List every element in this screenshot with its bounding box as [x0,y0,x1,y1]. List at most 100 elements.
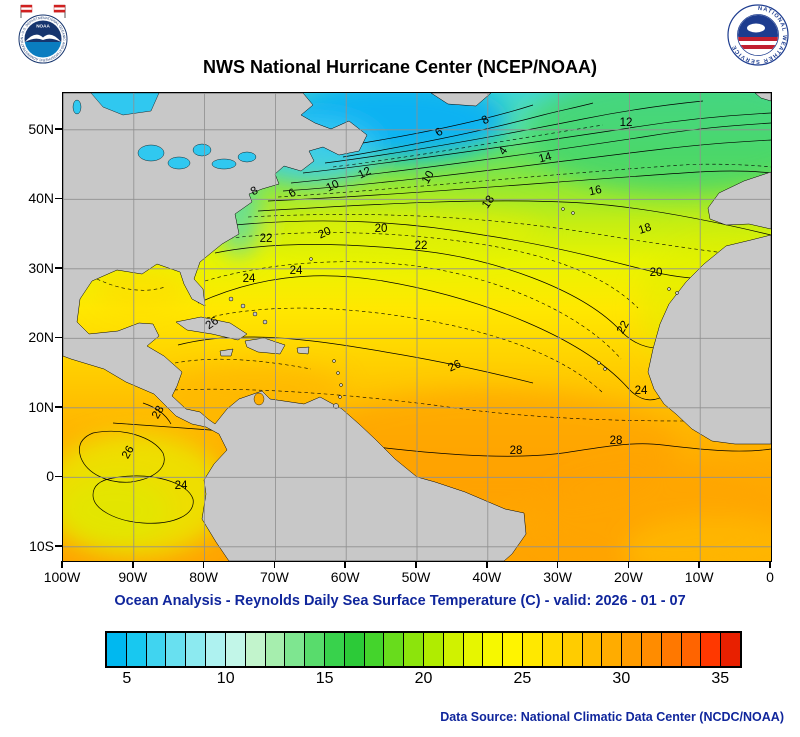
lon-tick-mark [769,561,771,568]
colorbar-cell [581,633,602,666]
lon-tick-label: 100W [43,569,81,585]
lon-tick-mark [486,561,488,568]
colorbar-cell [165,633,186,666]
contour-value-label: 26 [446,358,463,374]
colorbar-cell [185,633,206,666]
contour-value-label: 22 [260,233,273,245]
lon-tick-label: 70W [259,569,289,585]
lat-tick-mark [55,128,62,130]
lat-tick-mark [55,197,62,200]
lon-tick-mark [61,561,63,568]
lat-tick-mark [55,336,62,339]
contour-value-label: 12 [356,165,373,181]
noaa-flags-icon [20,4,66,18]
grid-lines [63,93,771,561]
contour-value-label: 6 [287,187,299,201]
colorbar-cell [304,633,324,666]
colorbar-cell [522,633,542,666]
colorbar-cell [462,633,483,666]
lon-tick-mark [273,561,276,568]
contour-value-label: 20 [316,225,333,241]
colorbar-tick-label: 25 [513,670,532,687]
colorbar-cell [125,633,146,666]
contour-value-label: 10 [420,169,437,186]
nws-logo: NATIONAL WEATHER SERVICE [726,3,790,72]
colorbar-cell [224,633,245,666]
colorbar-cell [621,633,641,666]
colorbar-cell [264,633,285,666]
contour-value-label: 26 [120,444,137,461]
colorbar-cell [423,633,443,666]
colorbar-tick-label: 10 [216,670,235,687]
lat-tick-label: 20N [28,329,54,346]
contour-value-label: 20 [375,223,388,235]
lon-tick-label: 90W [118,569,148,585]
colorbar-cell [145,633,166,666]
contour-lines [79,100,771,524]
lat-tick-label: 0 [46,468,54,485]
lon-tick-mark [698,561,700,568]
colorbar-cell [720,633,740,666]
colorbar-tick-label: 5 [122,670,132,687]
map-caption: Ocean Analysis - Reynolds Daily Sea Surf… [114,593,686,609]
colorbar-cell [541,633,562,666]
contour-value-label: 16 [588,184,603,198]
contour-value-label: 24 [243,273,256,285]
land-shapes [63,93,771,561]
lon-tick-mark [415,561,417,568]
colorbar-cell [502,633,523,666]
contour-value-label: 22 [415,240,428,252]
lat-tick-mark [55,267,62,269]
colorbar-cell [680,633,701,666]
colorbar-cell [700,633,721,666]
colorbar-cell [343,633,364,666]
lon-tick-label: 10W [684,569,714,585]
lat-tick-label: 40N [28,190,54,207]
sst-map: 6 8 4 14 12 16 18 8 6 10 12 10 18 20 20 22 22 20 22 24 24 24 2… [62,92,772,562]
noaa-text: NOAA [36,24,50,29]
lon-tick-mark [344,561,346,568]
contour-value-label: 14 [537,150,553,165]
contour-value-label: 28 [510,445,523,457]
colorbar-cell [442,633,463,666]
data-source: Data Source: National Climatic Data Cent… [440,710,784,724]
lakes [72,93,265,406]
contour-value-label: 24 [175,480,188,492]
colorbar-cell [640,633,661,666]
lon-tick-label: 80W [189,569,218,585]
colorbar-cell [244,633,265,666]
lat-tick-label: 30N [28,259,54,276]
contour-value-label: 28 [150,404,167,421]
colorbar-tick-label: 35 [711,670,730,687]
colorbar-tick-label: 15 [315,670,334,687]
lon-tick-label: 60W [330,569,360,585]
contour-value-label: 18 [637,221,653,236]
contour-value-label: 22 [615,319,632,336]
colorbar-cell [482,633,503,666]
lon-tick-mark [132,561,134,568]
temperature-colorbar [105,631,742,668]
lon-tick-mark [202,561,205,568]
contour-value-label: 10 [324,178,341,194]
lon-tick-label: 40W [472,569,502,585]
contour-value-label: 8 [480,114,492,128]
colorbar-cell [403,633,423,666]
colorbar-cell [383,633,404,666]
colorbar-cell [205,633,225,666]
lon-tick-mark [556,561,559,568]
page-title: NWS National Hurricane Center (NCEP/NOAA… [202,57,598,77]
colorbar-cell [561,633,582,666]
contour-value-label: 24 [290,265,303,277]
lat-tick-label: 10S [29,537,54,554]
lat-tick-label: 10N [28,398,54,415]
lon-tick-label: 30W [543,569,572,585]
noaa-logo: NATIONAL OCEANIC AND ATMOSPHERIC ADMINIS… [11,0,74,70]
lat-tick-label: 50N [28,120,54,137]
lon-tick-label: 0 [766,569,774,585]
noaa-gull-icon [24,20,62,58]
lat-tick-mark [55,545,62,547]
lon-tick-label: 20W [613,569,643,585]
lon-tick-label: 50W [401,569,431,585]
